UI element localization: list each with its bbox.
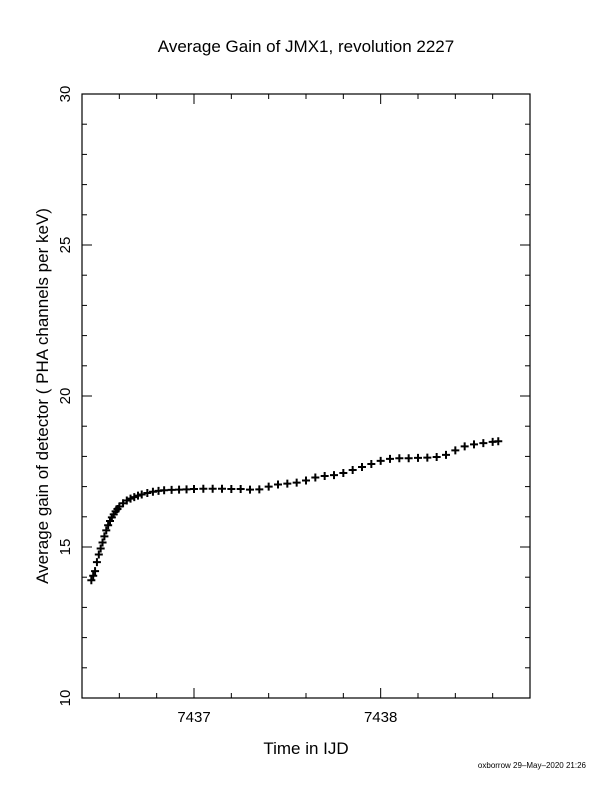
y-tick-label: 20: [57, 388, 74, 405]
data-point: [143, 488, 152, 497]
plot-frame: [81, 93, 531, 699]
data-point: [404, 454, 413, 463]
data-point: [91, 567, 100, 576]
data-point: [367, 459, 376, 468]
axis-ticks: [81, 93, 531, 699]
data-point: [227, 485, 236, 494]
data-point: [92, 558, 101, 567]
data-point: [134, 491, 142, 500]
data-point: [167, 485, 176, 494]
data-point: [126, 494, 135, 503]
y-tick-label: 25: [57, 237, 74, 254]
data-point: [358, 462, 366, 471]
data-point: [302, 476, 310, 485]
data-point: [102, 526, 111, 535]
data-point: [494, 437, 503, 446]
y-tick-labels: 10 15 20 25 30: [57, 86, 74, 707]
data-point: [479, 439, 488, 448]
data-point: [460, 442, 469, 451]
data-point: [264, 482, 273, 491]
data-point: [89, 571, 98, 580]
data-point: [423, 453, 432, 462]
data-point: [274, 480, 282, 489]
data-point: [311, 473, 320, 482]
data-point: [94, 550, 103, 559]
data-point: [87, 576, 96, 585]
data-point: [386, 454, 394, 463]
y-tick-label: 15: [57, 539, 74, 556]
data-point: [100, 532, 109, 541]
data-point: [292, 478, 301, 487]
data-point: [470, 440, 478, 449]
data-point: [160, 486, 169, 495]
data-point: [255, 485, 264, 494]
data-point: [182, 485, 191, 494]
data-point: [283, 479, 292, 488]
data-point: [348, 465, 357, 474]
x-tick-label: 7437: [177, 709, 210, 726]
data-point: [199, 484, 208, 493]
data-point: [451, 446, 460, 455]
data-point: [130, 493, 139, 502]
x-tick-labels: 7437 7438: [177, 709, 397, 726]
y-axis-label: Average gain of detector ( PHA channels …: [33, 208, 52, 584]
y-tick-label: 30: [57, 86, 74, 103]
data-point: [395, 454, 404, 463]
y-tick-label: 10: [57, 690, 74, 707]
data-point: [104, 521, 113, 530]
x-tick-label: 7438: [364, 709, 397, 726]
data-point: [414, 453, 422, 462]
data-points: [87, 437, 503, 585]
data-point: [190, 485, 198, 494]
data-point: [236, 485, 245, 494]
data-point: [320, 472, 329, 481]
data-point: [432, 453, 441, 462]
data-point: [175, 485, 184, 494]
data-point: [246, 485, 254, 494]
data-point: [339, 469, 348, 478]
data-point: [98, 538, 107, 547]
data-point: [376, 456, 385, 465]
data-point: [208, 484, 217, 493]
data-point: [96, 544, 105, 553]
footer-stamp: oxborrow 29–May–2020 21:26: [478, 761, 587, 770]
chart-title: Average Gain of JMX1, revolution 2227: [158, 37, 454, 56]
data-point: [442, 450, 450, 459]
data-point: [137, 490, 146, 499]
x-axis-label: Time in IJD: [263, 739, 348, 758]
data-point: [330, 471, 338, 480]
data-point: [218, 484, 226, 493]
